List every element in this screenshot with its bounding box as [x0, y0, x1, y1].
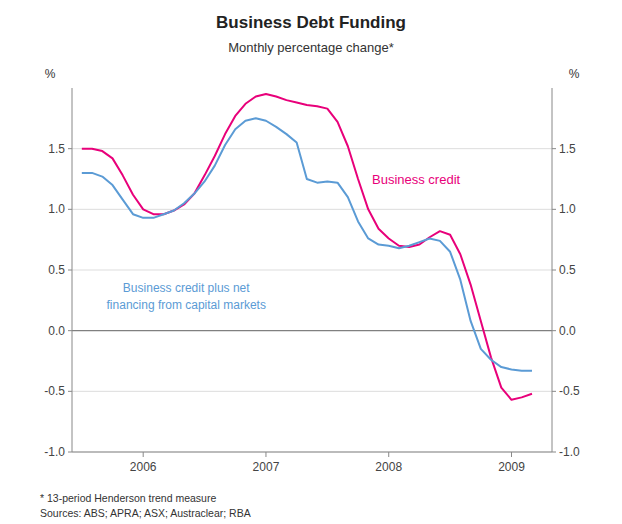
y-tick	[68, 270, 72, 271]
grid-line	[72, 148, 552, 149]
y-tick-label: 1.5	[48, 142, 65, 156]
y-tick	[68, 391, 72, 392]
zero-line	[72, 330, 552, 331]
y2-tick	[552, 209, 556, 210]
y-tick-label: 0.0	[48, 324, 65, 338]
x-tick-label: 2006	[130, 460, 157, 474]
y2-axis-label: %	[569, 67, 580, 81]
y-axis-label: %	[45, 67, 56, 81]
y2-tick-label: 1.0	[559, 202, 576, 216]
series-label-line: Business credit	[372, 172, 461, 187]
source: Sources: ABS; APRA; ASX; Austraclear; RB…	[40, 507, 251, 519]
x-tick	[265, 452, 266, 457]
y2-tick-label: -1.0	[559, 445, 580, 459]
x-tick-label: 2009	[498, 460, 525, 474]
y-tick-label: 1.0	[48, 202, 65, 216]
y-tick	[68, 330, 72, 331]
y-tick	[68, 209, 72, 210]
x-tick	[388, 452, 389, 457]
y2-tick-label: -0.5	[559, 384, 580, 398]
grid-line	[72, 452, 552, 453]
series-line	[82, 94, 532, 400]
series-label: Business credit plus net financing from c…	[107, 281, 266, 312]
title: Business Debt Funding	[216, 13, 406, 32]
subtitle: Monthly percentage change*	[228, 40, 394, 55]
background	[0, 0, 622, 524]
y2-tick-label: 0.0	[559, 324, 576, 338]
series-label-line: Business credit plus net	[123, 281, 250, 295]
grid-line	[72, 270, 552, 271]
y-tick-label: -1.0	[44, 445, 65, 459]
x-tick	[511, 452, 512, 457]
y-tick	[68, 148, 72, 149]
y-tick	[68, 452, 72, 453]
y2-tick	[552, 148, 556, 149]
series-line	[82, 118, 532, 370]
grid	[72, 149, 552, 452]
y2-tick	[552, 270, 556, 271]
y2-tick	[552, 330, 556, 331]
y-axis-line	[72, 88, 73, 452]
grid-line	[72, 391, 552, 392]
y-tick-label: -0.5	[44, 384, 65, 398]
footnote: * 13-period Henderson trend measure	[40, 492, 216, 504]
series-label: Business credit	[372, 172, 461, 187]
series-label-line: financing from capital markets	[107, 298, 266, 312]
x-tick-label: 2007	[253, 460, 280, 474]
x-tick-label: 2008	[375, 460, 402, 474]
y2-tick-label: 0.5	[559, 263, 576, 277]
chart: Business Debt Funding Monthly percentage …	[0, 0, 622, 524]
y-tick-label: 0.5	[48, 263, 65, 277]
x-tick	[143, 452, 144, 457]
y2-axis-line	[552, 88, 553, 452]
y2-tick-label: 1.5	[559, 142, 576, 156]
y2-tick	[552, 391, 556, 392]
x-axis-line	[72, 452, 552, 453]
y2-tick	[552, 452, 556, 453]
series-group	[82, 94, 532, 400]
